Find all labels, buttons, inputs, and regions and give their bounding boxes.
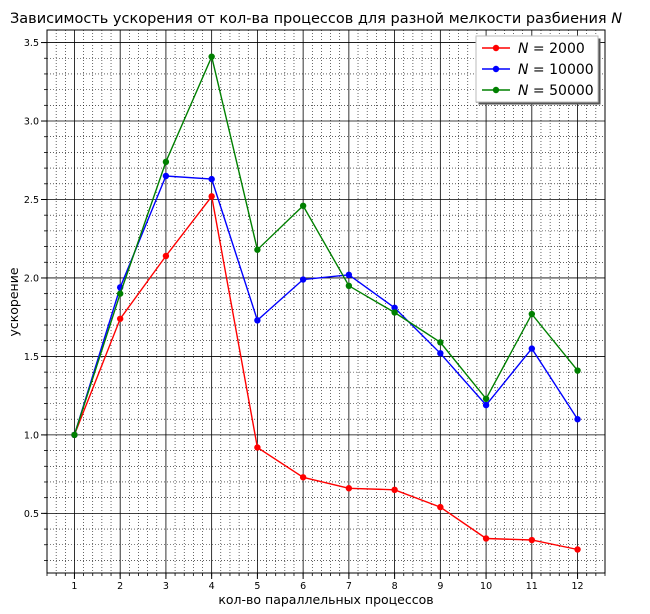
data-point	[574, 546, 581, 553]
data-point	[71, 431, 78, 439]
y-axis-ticks: 0.5 1.0 1.5 2.0 2.5 3.0 3.5	[24, 38, 47, 561]
legend-label-var: N	[518, 83, 529, 99]
data-point	[528, 345, 536, 352]
data-point	[574, 416, 581, 423]
series-2000	[71, 193, 581, 553]
series-50000	[71, 53, 581, 439]
data-point	[208, 53, 215, 60]
chart-title-text: Зависимость ускорения от кол-ва процессо…	[10, 11, 611, 27]
data-point	[208, 193, 215, 200]
legend-swatch-marker	[492, 86, 500, 94]
chart-title-var: N	[611, 11, 622, 27]
data-point	[345, 271, 353, 279]
legend-label: N = 50000	[518, 83, 594, 99]
data-point	[345, 485, 353, 492]
minor-grid	[46, 30, 606, 573]
data-point	[162, 252, 170, 260]
y-tick-label: 1.0	[24, 430, 39, 441]
legend-label-var: N	[518, 62, 529, 78]
x-tick-label: 4	[209, 581, 215, 592]
legend-label-eq: =	[528, 41, 549, 57]
x-tick-label: 7	[346, 581, 352, 592]
legend-swatch-marker	[492, 65, 500, 73]
y-tick-label: 2.0	[24, 273, 39, 284]
legend-item: N = 2000	[482, 41, 585, 57]
legend-label-num: 10000	[549, 62, 594, 78]
data-point	[116, 315, 124, 322]
legend-swatch-marker	[492, 44, 500, 52]
x-tick-label: 6	[300, 581, 306, 592]
data-point	[437, 339, 444, 346]
data-point	[437, 350, 444, 357]
data-point	[208, 175, 215, 183]
data-point	[482, 395, 490, 403]
major-grid	[47, 30, 605, 573]
data-point	[391, 309, 398, 316]
data-point	[254, 246, 261, 253]
legend-label-eq: =	[528, 83, 549, 99]
data-point	[299, 202, 307, 209]
series-line	[73, 194, 578, 551]
data-point	[391, 304, 398, 311]
y-tick-label: 3.0	[24, 117, 39, 128]
data-point	[299, 474, 307, 481]
data-point	[254, 317, 261, 324]
data-point	[482, 535, 490, 542]
series-layer	[71, 53, 581, 553]
legend-item: N = 50000	[482, 83, 594, 99]
chart-title: Зависимость ускорения от кол-ва процессо…	[10, 11, 622, 27]
legend-label-num: 50000	[549, 83, 594, 99]
data-point	[528, 536, 536, 544]
data-point	[391, 486, 398, 494]
plot-frame	[46, 29, 606, 574]
data-point	[116, 290, 124, 297]
y-tick-label: 2.5	[24, 195, 39, 206]
legend-label-num: 2000	[549, 41, 585, 57]
data-point	[482, 401, 490, 409]
legend-label-eq: =	[528, 62, 549, 78]
data-point	[574, 367, 581, 374]
legend-label-var: N	[518, 41, 529, 57]
data-point	[254, 444, 261, 451]
x-tick-label: 2	[117, 581, 123, 592]
data-point	[345, 282, 353, 290]
data-point	[299, 276, 307, 283]
y-tick-label: 1.5	[24, 352, 39, 363]
y-axis-label: ускорение	[6, 267, 21, 336]
x-axis-ticks: 1 2 3 4 5 6 7 8 9 10 11 12	[46, 573, 606, 592]
data-point	[437, 503, 444, 511]
series-line	[73, 175, 579, 436]
x-tick-label: 1	[71, 581, 77, 592]
data-point	[162, 172, 170, 180]
x-tick-label: 8	[392, 581, 398, 592]
data-point	[528, 310, 536, 318]
legend-label: N = 10000	[518, 62, 594, 78]
legend-item: N = 10000	[482, 62, 594, 78]
x-tick-label: 10	[480, 581, 492, 592]
data-point	[162, 158, 170, 166]
x-tick-label: 3	[163, 581, 169, 592]
x-tick-label: 11	[526, 581, 538, 592]
x-tick-label: 9	[437, 581, 443, 592]
x-tick-label: 12	[572, 581, 584, 592]
series-10000	[71, 172, 581, 439]
y-tick-label: 3.5	[24, 38, 39, 49]
legend-label: N = 2000	[518, 41, 585, 57]
series-line	[73, 54, 579, 436]
y-tick-label: 0.5	[24, 509, 39, 520]
x-tick-label: 5	[254, 581, 260, 592]
x-axis-label: кол-во параллельных процессов	[218, 592, 433, 607]
